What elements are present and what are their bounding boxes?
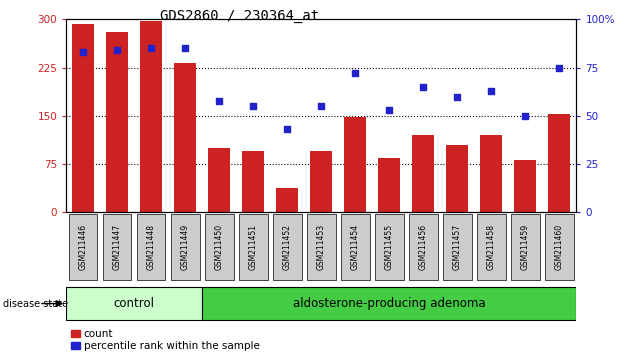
Text: GSM211455: GSM211455 xyxy=(385,224,394,270)
Bar xyxy=(208,148,231,212)
Text: GSM211451: GSM211451 xyxy=(249,224,258,270)
FancyBboxPatch shape xyxy=(341,214,370,280)
Text: GSM211453: GSM211453 xyxy=(317,224,326,270)
Text: GSM211448: GSM211448 xyxy=(147,224,156,270)
Text: GSM211454: GSM211454 xyxy=(351,224,360,270)
Text: GSM211458: GSM211458 xyxy=(487,224,496,270)
Text: GSM211459: GSM211459 xyxy=(521,224,530,270)
Point xyxy=(180,46,190,51)
Bar xyxy=(514,160,537,212)
Text: GSM211460: GSM211460 xyxy=(555,224,564,270)
Bar xyxy=(446,145,469,212)
Point xyxy=(112,47,122,53)
Bar xyxy=(106,32,129,212)
Bar xyxy=(378,158,401,212)
FancyBboxPatch shape xyxy=(137,214,166,280)
Point xyxy=(486,88,496,94)
FancyBboxPatch shape xyxy=(205,214,234,280)
Point xyxy=(282,127,292,132)
Bar xyxy=(480,135,503,212)
Text: GSM211456: GSM211456 xyxy=(419,224,428,270)
FancyBboxPatch shape xyxy=(239,214,268,280)
FancyBboxPatch shape xyxy=(273,214,302,280)
Legend: count, percentile rank within the sample: count, percentile rank within the sample xyxy=(71,329,260,351)
FancyBboxPatch shape xyxy=(443,214,472,280)
Point xyxy=(520,113,530,119)
Text: GSM211446: GSM211446 xyxy=(79,224,88,270)
Point xyxy=(248,103,258,109)
Text: disease state: disease state xyxy=(3,298,68,309)
Text: GSM211447: GSM211447 xyxy=(113,224,122,270)
Bar xyxy=(242,151,265,212)
FancyBboxPatch shape xyxy=(375,214,404,280)
Point xyxy=(146,46,156,51)
Text: GSM211449: GSM211449 xyxy=(181,224,190,270)
FancyBboxPatch shape xyxy=(69,214,98,280)
FancyBboxPatch shape xyxy=(307,214,336,280)
Point xyxy=(384,107,394,113)
FancyBboxPatch shape xyxy=(511,214,540,280)
FancyBboxPatch shape xyxy=(103,214,132,280)
FancyBboxPatch shape xyxy=(171,214,200,280)
Text: GSM211452: GSM211452 xyxy=(283,224,292,270)
Text: GDS2860 / 230364_at: GDS2860 / 230364_at xyxy=(160,9,319,23)
Text: aldosterone-producing adenoma: aldosterone-producing adenoma xyxy=(293,297,486,310)
Point xyxy=(554,65,564,70)
FancyBboxPatch shape xyxy=(477,214,506,280)
Text: GSM211457: GSM211457 xyxy=(453,224,462,270)
Bar xyxy=(344,117,367,212)
Text: control: control xyxy=(113,297,155,310)
FancyBboxPatch shape xyxy=(545,214,574,280)
Bar xyxy=(140,21,163,212)
FancyBboxPatch shape xyxy=(202,287,576,320)
Point xyxy=(316,103,326,109)
Bar xyxy=(174,63,197,212)
Bar xyxy=(548,114,571,212)
Point xyxy=(214,98,224,103)
Bar xyxy=(310,151,333,212)
FancyBboxPatch shape xyxy=(66,287,202,320)
Bar xyxy=(412,135,435,212)
Point xyxy=(452,94,462,99)
Text: GSM211450: GSM211450 xyxy=(215,224,224,270)
Point xyxy=(350,71,360,76)
Bar xyxy=(276,188,299,212)
Bar xyxy=(72,24,94,212)
Point xyxy=(78,50,88,55)
FancyBboxPatch shape xyxy=(409,214,438,280)
Point xyxy=(418,84,428,90)
